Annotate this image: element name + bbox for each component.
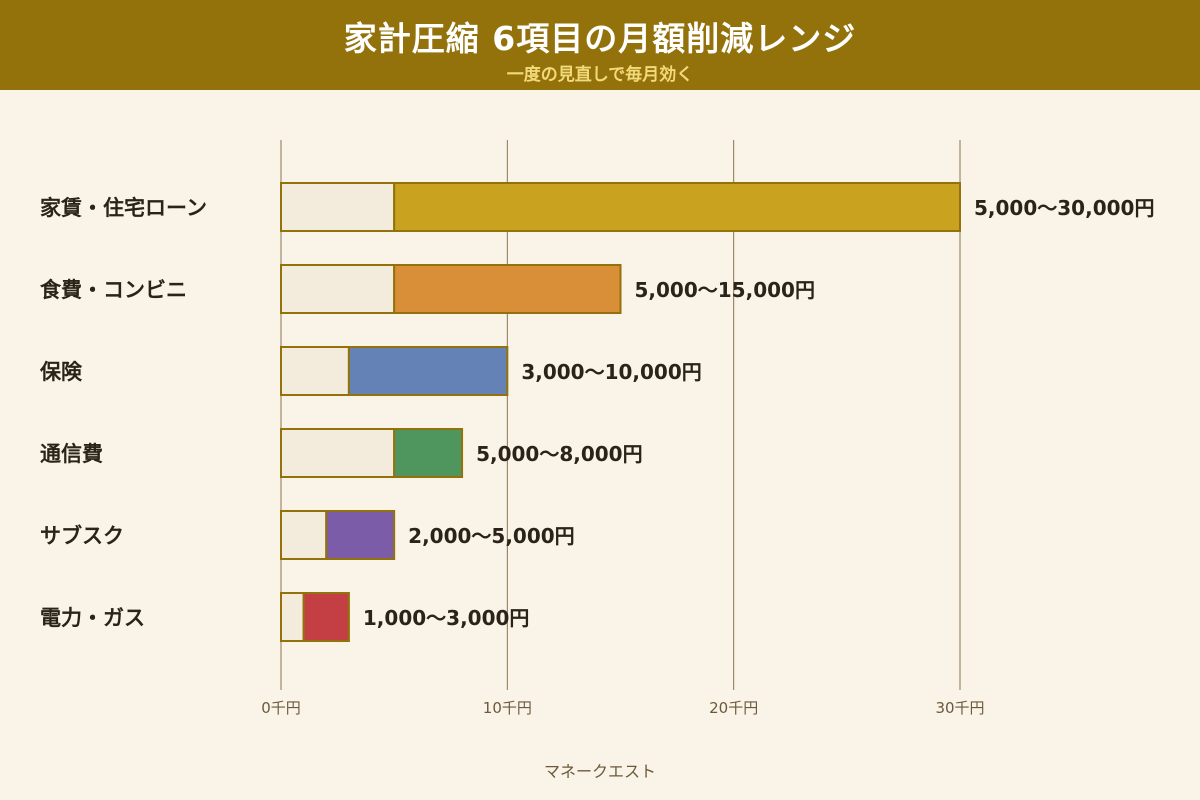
- category-label: 家賃・住宅ローン: [40, 196, 207, 220]
- bar-range-segment: [393, 264, 622, 314]
- range-value-label: 1,000〜3,000円: [363, 606, 530, 630]
- bar-base-segment: [280, 264, 396, 314]
- bar-base-segment: [280, 182, 396, 232]
- x-tick-label: 30千円: [935, 699, 984, 717]
- category-label: 食費・コンビニ: [40, 278, 187, 302]
- category-label: 保険: [39, 360, 83, 384]
- category-label: サブスク: [40, 524, 124, 548]
- bar-base-segment: [280, 346, 350, 396]
- page-title: 家計圧縮 6項目の月額削減レンジ: [343, 19, 857, 58]
- category-label: 通信費: [40, 442, 103, 466]
- range-value-label: 3,000〜10,000円: [521, 360, 701, 384]
- bar-range-segment: [347, 346, 509, 396]
- bar-range-segment: [302, 592, 350, 642]
- x-tick-label: 0千円: [261, 699, 301, 717]
- x-tick-label: 10千円: [483, 699, 532, 717]
- bar-base-segment: [280, 510, 328, 560]
- range-value-label: 2,000〜5,000円: [408, 524, 575, 548]
- page-subtitle: 一度の見直しで毎月効く: [506, 65, 694, 85]
- range-value-label: 5,000〜8,000円: [476, 442, 643, 466]
- bar-base-segment: [280, 428, 396, 478]
- bar-range-segment: [393, 182, 961, 232]
- range-value-label: 5,000〜30,000円: [974, 196, 1154, 220]
- category-label: 電力・ガス: [40, 606, 145, 630]
- bar-range-segment: [325, 510, 396, 560]
- header-banner: 家計圧縮 6項目の月額削減レンジ 一度の見直しで毎月効く: [0, 0, 1200, 90]
- bar-base-segment: [280, 592, 305, 642]
- source-credit: マネークエスト: [543, 762, 656, 781]
- range-value-label: 5,000〜15,000円: [635, 278, 815, 302]
- x-tick-label: 20千円: [709, 699, 758, 717]
- bar-range-segment: [393, 428, 464, 478]
